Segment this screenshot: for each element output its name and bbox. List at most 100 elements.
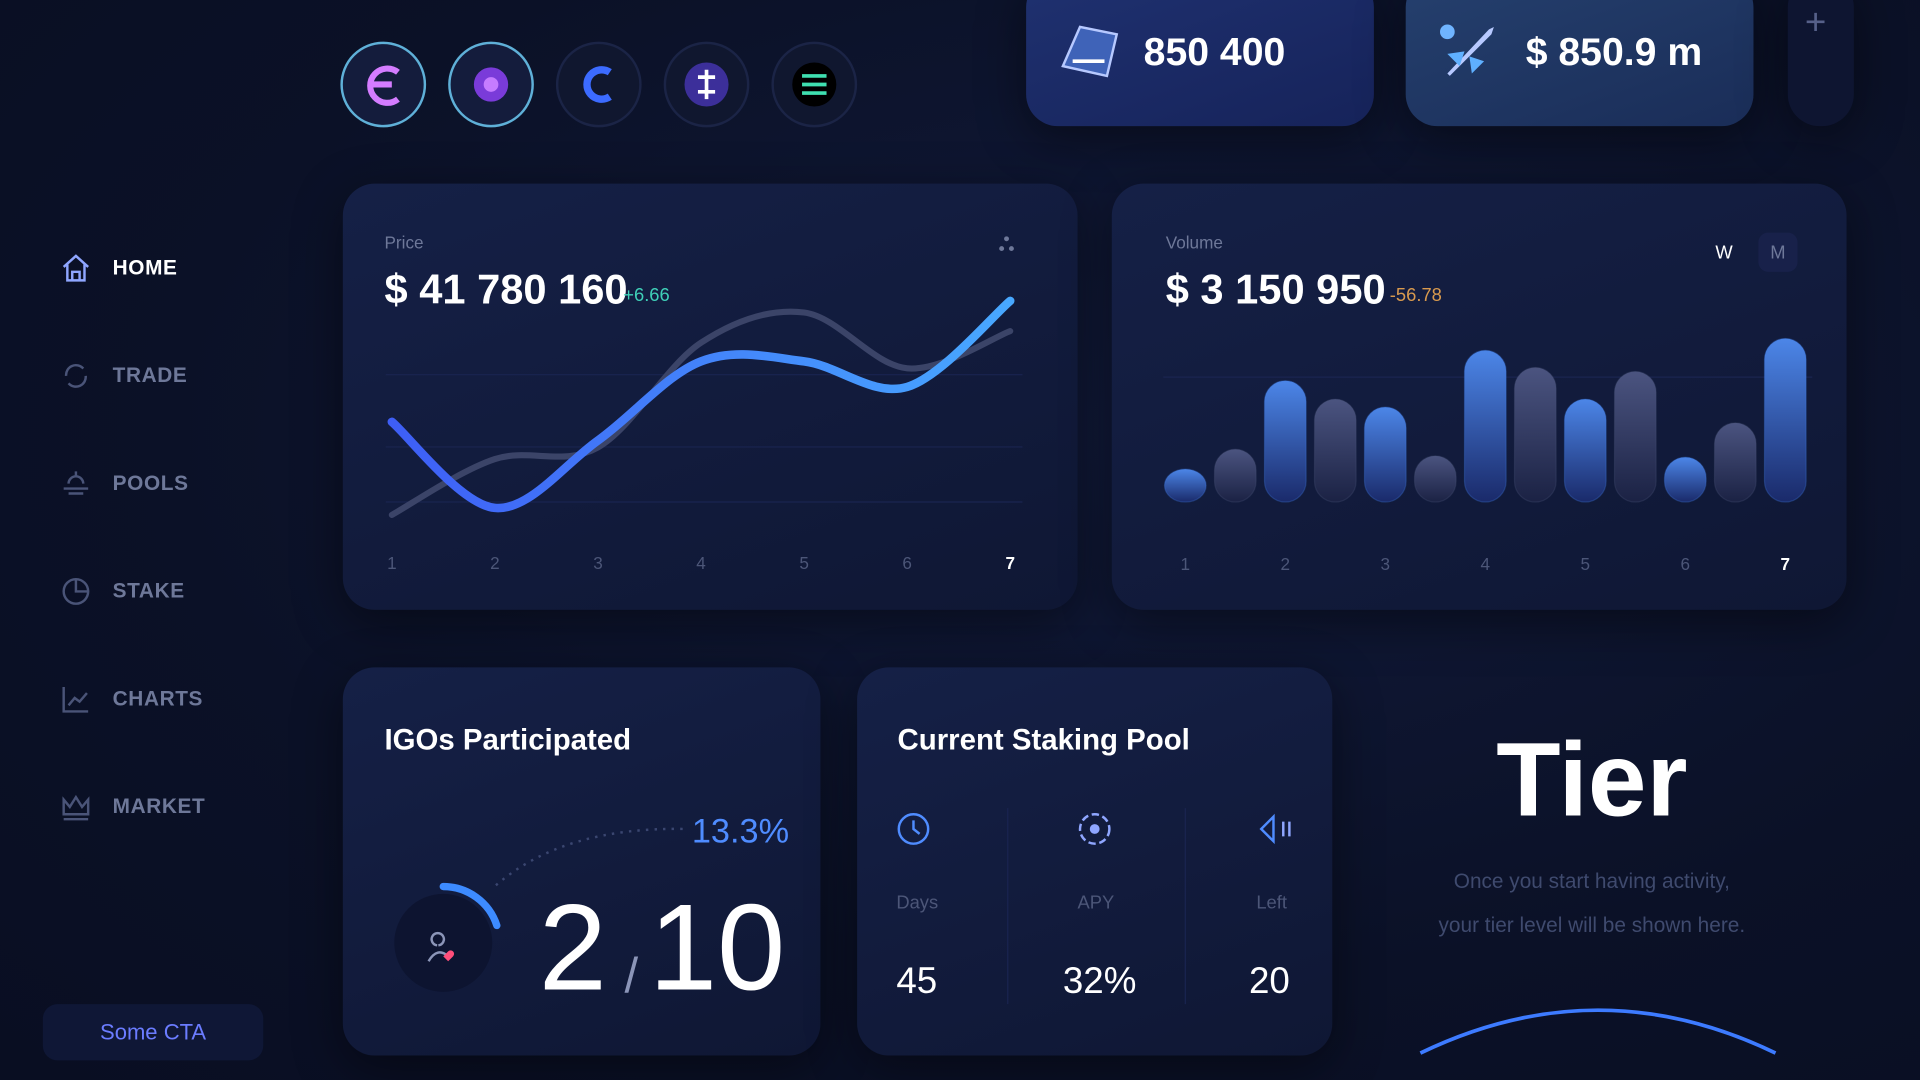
bar [1363, 406, 1407, 503]
card-label: Volume [1165, 232, 1223, 253]
icon [62, 794, 90, 821]
igo-separator: / [624, 948, 639, 1003]
x-tick-label: 1 [1181, 554, 1191, 574]
icon [62, 577, 90, 605]
nav-label: POOLS [112, 471, 189, 495]
token-row [340, 41, 858, 128]
card-title: IGOs Participated [384, 723, 632, 757]
tier-text: your tier level will be shown here. [1438, 913, 1746, 937]
x-tick-label: 2 [1281, 554, 1291, 574]
bar [1213, 448, 1257, 503]
nav-stake[interactable]: STAKE [59, 573, 292, 610]
nav-label: CHARTS [112, 686, 204, 711]
x-tick-label: 5 [799, 553, 809, 573]
card-label: Price [384, 232, 424, 253]
nav-label: MARKET [112, 794, 206, 818]
staking-card: Current Staking Pool Days APY Left 45 32… [857, 667, 1333, 1056]
igo-total: 10 [648, 879, 786, 1017]
col-label: APY [1077, 892, 1115, 914]
gauge-arc [439, 882, 501, 930]
x-tick-label: 3 [1381, 554, 1391, 574]
col-value: 20 [1248, 961, 1290, 1002]
col-label: Left [1256, 892, 1287, 914]
token-glyph [697, 69, 716, 100]
add-card[interactable]: + [1787, 0, 1854, 127]
bar [1263, 380, 1307, 503]
nav-trade[interactable]: TRADE [59, 358, 292, 395]
nav-charts[interactable]: CHARTS [59, 681, 292, 718]
tier-glow [1419, 1008, 1777, 1055]
bar [1513, 366, 1557, 503]
bar [1313, 398, 1357, 503]
cta-button[interactable]: Some CTA [42, 1004, 264, 1061]
nav-label: STAKE [112, 579, 185, 603]
price-card: Price $ 41 780 160 +6.66 [342, 183, 1078, 610]
stat-value: $ 850.9 m [1525, 29, 1703, 74]
icon [64, 364, 87, 388]
x-tick-label: 7 [1781, 554, 1791, 574]
tier-text: Once you start having activity, [1453, 869, 1730, 893]
bar [1163, 468, 1207, 503]
bar [1713, 422, 1757, 503]
token-glyph [583, 66, 612, 103]
add-icon: + [1804, 2, 1827, 43]
bar [1763, 337, 1807, 503]
volume-change: -56.78 [1389, 285, 1442, 307]
x-tick-label: 7 [1005, 553, 1015, 573]
bar [1663, 456, 1707, 503]
nav-label: TRADE [112, 363, 188, 387]
grid [385, 374, 1813, 503]
price-change: +6.66 [623, 285, 670, 307]
igo-gauge [394, 827, 686, 992]
nav-label: HOME [112, 255, 178, 280]
toggle-week[interactable]: W [1704, 233, 1743, 272]
tier-title: Tier [1496, 721, 1688, 839]
toggle-month[interactable]: M [1758, 232, 1798, 272]
price-value: $ 41 780 160 [384, 266, 628, 314]
staking-icons [897, 808, 1291, 1005]
token-glyph [367, 65, 400, 106]
stat-card: 850 400 [1026, 0, 1374, 127]
nav-home[interactable]: HOME [59, 250, 292, 287]
x-tick-label: 3 [593, 553, 603, 573]
nav-market[interactable]: MARKET [59, 789, 292, 826]
cta-label: Some CTA [99, 1019, 207, 1044]
bar [1563, 398, 1607, 503]
igo-percent: 13.3% [691, 811, 790, 850]
icon [62, 686, 89, 713]
col-value: 32% [1062, 961, 1137, 1002]
token[interactable] [555, 41, 642, 128]
toggle-label: W [1715, 241, 1733, 263]
bar [1613, 370, 1657, 503]
token-glyph [802, 74, 827, 95]
icon [63, 471, 89, 495]
col-value: 45 [896, 961, 938, 1002]
x-tick-label: 2 [490, 553, 500, 573]
stat-icon [1061, 25, 1119, 78]
igo-count: 2 [538, 879, 607, 1017]
nav-pools[interactable]: POOLS [59, 465, 292, 502]
menu-icon[interactable] [998, 235, 1015, 252]
stat-value: 850 400 [1143, 29, 1286, 74]
col-label: Days [896, 892, 939, 914]
stat-icon [1440, 24, 1494, 76]
card-title: Current Staking Pool [897, 723, 1190, 757]
token-glyph [483, 77, 499, 92]
x-tick-label: 4 [1481, 554, 1491, 574]
x-tick-label: 6 [902, 553, 912, 573]
bar [1463, 349, 1507, 503]
stat-card: $ 850.9 m [1405, 0, 1754, 127]
volume-value: $ 3 150 950 [1165, 266, 1386, 314]
line-series [387, 296, 1015, 513]
x-tick-label: 5 [1581, 554, 1591, 574]
bar [1413, 455, 1457, 503]
icon [62, 254, 89, 282]
igo-card: IGOs Participated 13.3% 2 / 10 [342, 667, 821, 1056]
x-tick-label: 1 [387, 553, 397, 573]
line-series [388, 308, 1014, 518]
x-tick-label: 6 [1681, 554, 1691, 574]
x-tick-label: 4 [696, 553, 706, 573]
toggle-label: M [1770, 241, 1786, 263]
